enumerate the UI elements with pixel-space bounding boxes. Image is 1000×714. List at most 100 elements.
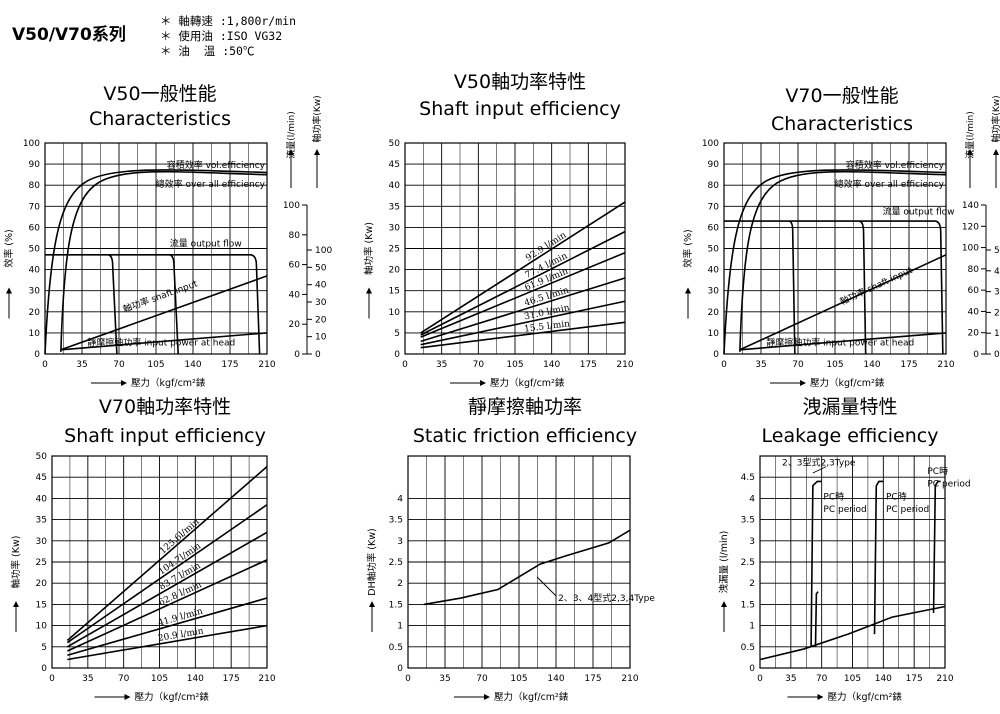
xtick-label: 105 (147, 360, 164, 370)
ytick-label: 20 (708, 308, 720, 318)
plot-frame (407, 455, 631, 669)
xtick-label: 35 (755, 360, 766, 370)
y-axis-label: 洩漏量 (l/min) (718, 531, 730, 594)
chart-title: V70軸功率特性 (99, 396, 231, 418)
label-output-flow: 流量 output flow (883, 206, 955, 218)
plot-frame (759, 455, 946, 669)
ytick-label: 25 (389, 245, 400, 255)
annotation-pc1: PC時 (823, 491, 844, 502)
series-line (420, 277, 626, 343)
series-line (739, 254, 947, 351)
ylabel-arrowhead (6, 287, 12, 294)
right-axis-flow-tick: 140 (962, 201, 979, 211)
ytick-label: 3.5 (389, 516, 403, 526)
label-input-power: 靜摩擦軸功率 input power at head (87, 337, 235, 349)
right-axis-flow-tick: 0 (294, 350, 300, 360)
chart-static_friction: 靜摩擦軸功率 Static friction efficiency 0 0.5 1 1.5… (366, 396, 655, 703)
ytick-label: 35 (36, 516, 47, 526)
ytick-label: 1.5 (741, 600, 755, 610)
ytick-label: 60 (708, 223, 720, 233)
ylabel-arrowhead (369, 601, 375, 607)
label-shaft-input: 軸功率 shaft input (838, 264, 915, 308)
y-axis-label: 效率 (%) (682, 229, 694, 267)
right-axis-power-tick: 0 (315, 350, 321, 360)
right-axis-flow-tick: 120 (962, 222, 979, 232)
series-line (60, 170, 268, 352)
right-axis-arrowhead (967, 149, 973, 155)
x-axis-label: 壓力（kgf/cm²錶 (135, 691, 210, 703)
series-label: 20.9 l/min (157, 626, 204, 644)
x-axis-label: 壓力（kgf/cm²錶 (131, 377, 206, 389)
xtick-label: 0 (42, 360, 48, 370)
annotation-leader (812, 466, 827, 474)
xlabel-arrowhead (800, 380, 806, 386)
chart-title: 靜摩擦軸功率 (468, 396, 582, 418)
xtick-label: 105 (506, 360, 523, 370)
right-axis-power-tick: 50 (315, 263, 327, 273)
right-axis-title-power: 軸功率(Kw) (990, 95, 1000, 142)
ytick-label: 2.5 (741, 558, 755, 568)
xtick-label: 70 (792, 360, 804, 370)
xlabel-arrowhead (817, 694, 824, 700)
ytick-label: 40 (29, 266, 41, 276)
ytick-label: 20 (29, 308, 41, 318)
xtick-label: 35 (439, 674, 450, 684)
y-axis-label: DH軸功率 (Kw) (366, 528, 378, 595)
xtick-label: 70 (816, 674, 828, 684)
right-axis-flow-tick: 0 (973, 350, 979, 360)
label-output-flow: 流量 output flow (170, 237, 242, 249)
right-axis-title-power: 軸功率(Kw) (311, 95, 323, 142)
ylabel-arrowhead (685, 287, 691, 294)
chart-title: 洩漏量特性 (802, 396, 897, 418)
right-axis-flow-tick: 100 (962, 244, 979, 254)
series-line (420, 201, 626, 334)
xtick-label: 140 (875, 674, 892, 684)
operating-notes: ＊ 軸轉速 :1,800r/min ＊ 使用油 :ISO VG32 ＊ 油 温 … (160, 14, 296, 59)
right-axis-title-flow: 流量(l/min) (285, 111, 297, 159)
xtick-label: 35 (436, 360, 447, 370)
right-axis-arrowhead (288, 149, 294, 155)
series-line (724, 220, 944, 355)
xtick-label: 105 (510, 674, 527, 684)
right-axis-title-flow: 流量(l/min) (964, 111, 976, 159)
right-axis-power-tick: 40 (994, 267, 1000, 277)
chart-title: V50軸功率特性 (454, 71, 586, 93)
y-axis-label: 效率 (%) (3, 229, 15, 267)
ytick-label: 3 (749, 537, 755, 547)
right-axis-flow-tick: 60 (289, 261, 301, 271)
ytick-label: 1.5 (389, 600, 403, 610)
xtick-label: 70 (473, 360, 485, 370)
chart-title: V70一般性能 (785, 85, 898, 107)
annotation-pc2-en: PC period (886, 505, 929, 515)
ytick-label: 40 (389, 181, 401, 191)
right-axis-arrowhead (314, 149, 320, 155)
right-axis-power-tick: 20 (994, 308, 1000, 318)
right-axis-power-tick: 0 (994, 350, 1000, 360)
xlabel-arrowhead (121, 380, 127, 386)
chart-v50_shaft: V50軸功率特性 Shaft input efficiency 0 5 10 15 20 25… (363, 71, 634, 389)
x-axis-label: 壓力（kgf/cm²錶 (494, 691, 569, 703)
right-axis-flow-tick: 60 (968, 286, 980, 296)
right-axis-power-tick: 50 (994, 246, 1000, 256)
chart-subtitle: Characteristics (89, 108, 231, 130)
ytick-label: 45 (36, 473, 47, 483)
xtick-label: 175 (223, 674, 240, 684)
ytick-label: 0 (749, 664, 755, 674)
series-line (420, 251, 626, 338)
ytick-label: 2 (749, 579, 755, 589)
chart-subtitle: Characteristics (771, 113, 913, 135)
y-axis-label: 軸功率 (Kw) (363, 222, 375, 275)
ylabel-arrowhead (13, 601, 19, 607)
xtick-label: 175 (584, 674, 601, 684)
ytick-label: 0 (34, 350, 40, 360)
ytick-label: 10 (36, 622, 48, 632)
series-line (67, 559, 268, 652)
ylabel-arrowhead (721, 601, 727, 607)
ytick-label: 0 (713, 350, 719, 360)
xtick-label: 210 (621, 674, 638, 684)
right-axis-flow-tick: 20 (289, 320, 301, 330)
xtick-label: 140 (187, 674, 204, 684)
ytick-label: 100 (23, 139, 40, 149)
xtick-label: 35 (76, 360, 87, 370)
